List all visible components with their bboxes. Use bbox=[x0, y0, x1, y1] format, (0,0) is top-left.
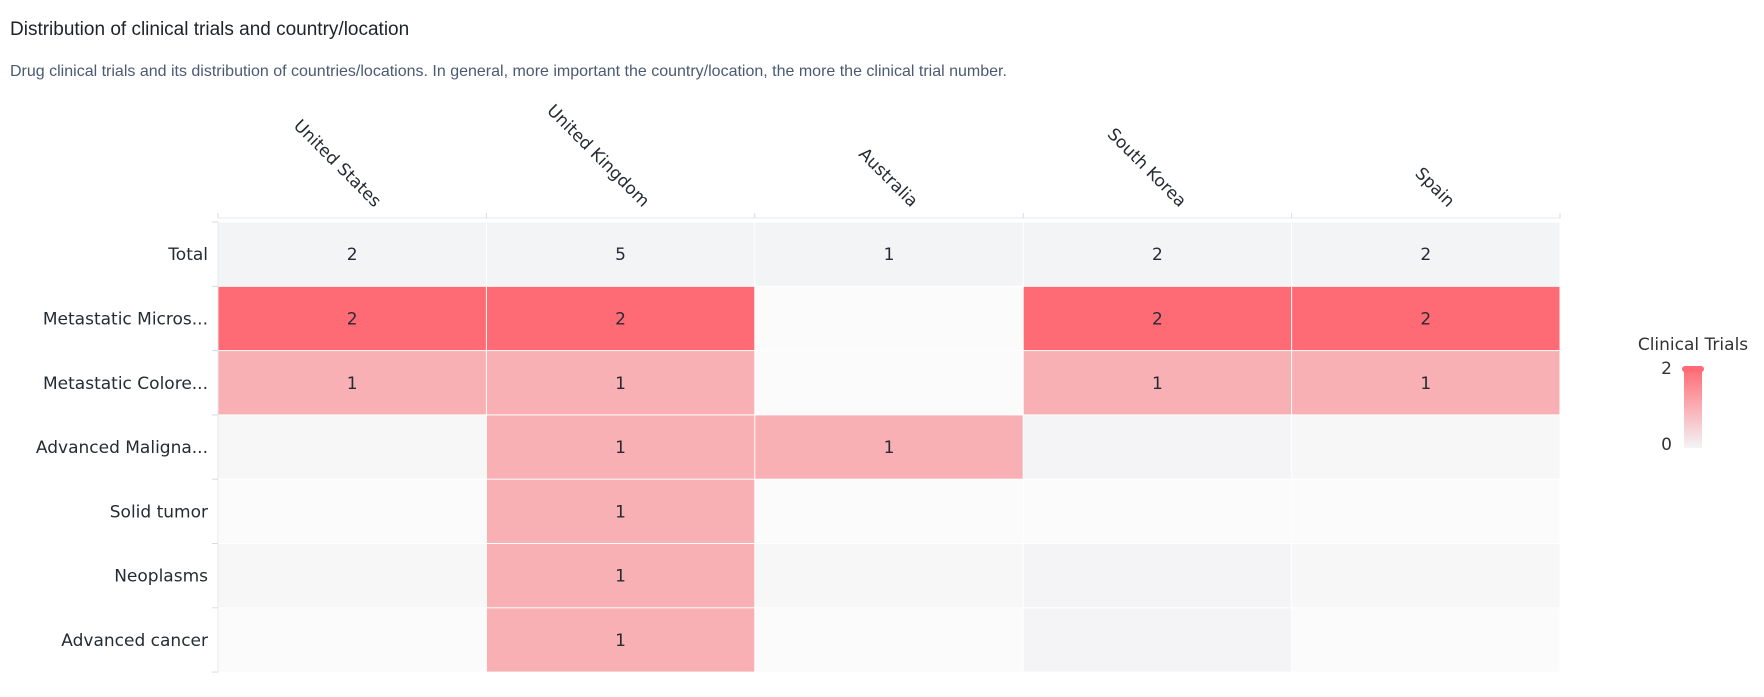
row-label: Advanced Maligna... bbox=[36, 438, 208, 458]
cell-value-label: 2 bbox=[1152, 245, 1163, 265]
cell-value-label: 2 bbox=[347, 245, 358, 265]
column-label: United States bbox=[289, 116, 385, 212]
cell-value-label: 1 bbox=[884, 438, 895, 458]
cell-value-label: 1 bbox=[615, 631, 626, 651]
heatmap-cell bbox=[219, 480, 486, 543]
cell-value-label: 1 bbox=[615, 374, 626, 394]
column-label: Spain bbox=[1411, 164, 1459, 212]
row-label: Neoplasms bbox=[114, 567, 208, 587]
cell-value-label: 1 bbox=[615, 502, 626, 522]
heatmap-cell bbox=[755, 544, 1022, 607]
heatmap-cell bbox=[755, 351, 1022, 414]
column-label: South Korea bbox=[1103, 125, 1190, 212]
legend: Clinical Trials 2 0 bbox=[1638, 335, 1748, 455]
legend-max-handle bbox=[1682, 366, 1704, 372]
heatmap-cell bbox=[1292, 480, 1559, 543]
cell-value-label: 1 bbox=[884, 245, 895, 265]
cell-value-label: 5 bbox=[615, 245, 626, 265]
heatmap-cells: 2 5 1 2 2 2 2 2 2 1 1 1 1 1 1 1 1 1 bbox=[219, 223, 1560, 672]
legend-max-label: 2 bbox=[1661, 359, 1672, 379]
column-label: Australia bbox=[854, 144, 921, 211]
legend-min-label: 0 bbox=[1661, 435, 1672, 455]
heatmap-cell bbox=[1292, 608, 1559, 671]
heatmap-cell bbox=[1024, 415, 1291, 478]
heatmap-cell bbox=[219, 415, 486, 478]
heatmap-cell bbox=[755, 480, 1022, 543]
column-label: United Kingdom bbox=[543, 101, 654, 212]
heatmap-cell bbox=[1292, 415, 1559, 478]
row-label: Advanced cancer bbox=[61, 631, 208, 651]
row-label: Solid tumor bbox=[110, 502, 208, 522]
cell-value-label: 1 bbox=[615, 438, 626, 458]
cell-value-label: 1 bbox=[347, 374, 358, 394]
cell-value-label: 2 bbox=[1420, 309, 1431, 329]
cell-value-label: 2 bbox=[1420, 245, 1431, 265]
row-label: Metastatic Micros... bbox=[43, 309, 208, 329]
heatmap-cell bbox=[219, 608, 486, 671]
heatmap-cell bbox=[219, 544, 486, 607]
row-label: Total bbox=[167, 245, 208, 265]
cell-value-label: 2 bbox=[347, 309, 358, 329]
cell-value-label: 2 bbox=[1152, 309, 1163, 329]
heatmap-cell bbox=[1024, 480, 1291, 543]
cell-value-label: 1 bbox=[1152, 374, 1163, 394]
cell-value-label: 2 bbox=[615, 309, 626, 329]
heatmap-cell bbox=[1024, 544, 1291, 607]
heatmap-cell bbox=[1292, 544, 1559, 607]
row-label: Metastatic Colore... bbox=[43, 374, 208, 394]
cell-value-label: 1 bbox=[1420, 374, 1431, 394]
heatmap-chart: 2 5 1 2 2 2 2 2 2 1 1 1 1 1 1 1 1 1 Total Metastatic Micro… bbox=[0, 0, 1764, 697]
heatmap-cell bbox=[755, 287, 1022, 350]
legend-gradient-bar bbox=[1684, 368, 1702, 448]
heatmap-cell bbox=[755, 608, 1022, 671]
legend-title: Clinical Trials bbox=[1638, 335, 1748, 355]
heatmap-cell bbox=[1024, 608, 1291, 671]
cell-value-label: 1 bbox=[615, 567, 626, 587]
